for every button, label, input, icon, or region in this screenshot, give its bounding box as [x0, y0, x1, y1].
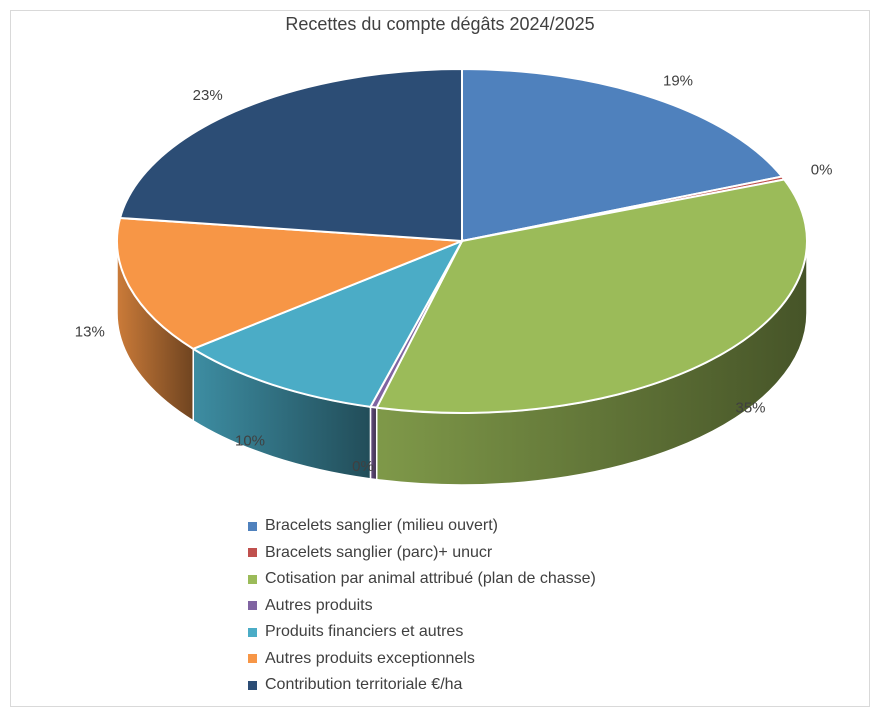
legend-swatch — [248, 680, 257, 690]
legend-item: Contribution territoriale €/ha — [248, 672, 596, 699]
legend-item: Cotisation par animal attribué (plan de … — [248, 566, 596, 593]
pie-sides — [116, 240, 808, 486]
pie-data-label-6: 23% — [193, 87, 223, 104]
legend-label: Autres produits exceptionnels — [265, 649, 475, 667]
legend-item: Bracelets sanglier (milieu ouvert) — [248, 513, 596, 540]
pie-slice-4 — [191, 239, 465, 408]
pie-data-label-4: 10% — [235, 433, 265, 450]
legend-label: Autres produits — [265, 596, 373, 614]
legend-swatch — [248, 601, 257, 611]
pie-data-label-1: 0% — [811, 161, 833, 178]
pie-labels: 19% 0% 35% 0% 10% 13% 23% — [75, 72, 833, 475]
legend-item: Produits financiers et autres — [248, 619, 596, 646]
pie-data-label-5: 13% — [75, 323, 105, 340]
pie-top — [116, 67, 808, 414]
legend-label: Cotisation par animal attribué (plan de … — [265, 570, 596, 588]
legend-swatch — [248, 627, 257, 637]
legend-label: Bracelets sanglier (parc)+ unucr — [265, 543, 493, 561]
legend-swatch — [248, 574, 257, 584]
legend-swatch — [248, 654, 257, 664]
chart-legend: Bracelets sanglier (milieu ouvert) Bracel… — [248, 513, 596, 699]
legend-label: Contribution territoriale €/ha — [265, 676, 463, 694]
pie-slice-2 — [375, 178, 808, 414]
legend-swatch — [248, 521, 257, 531]
pie-data-label-0: 19% — [663, 72, 693, 89]
legend-item: Autres produits — [248, 593, 596, 620]
legend-label: Bracelets sanglier (milieu ouvert) — [265, 517, 498, 535]
legend-item: Autres produits exceptionnels — [248, 646, 596, 673]
legend-swatch — [248, 548, 257, 558]
pie-data-label-3: 0% — [352, 458, 374, 475]
pie-slice-0 — [461, 67, 784, 243]
pie-slice-5 — [116, 216, 463, 350]
chart-title: Recettes du compte dégâts 2024/2025 — [285, 14, 595, 34]
pie-data-label-2: 35% — [735, 400, 765, 417]
legend-item: Bracelets sanglier (parc)+ unucr — [248, 540, 596, 567]
pie-slice-6 — [118, 67, 463, 243]
legend-label: Produits financiers et autres — [265, 623, 464, 641]
